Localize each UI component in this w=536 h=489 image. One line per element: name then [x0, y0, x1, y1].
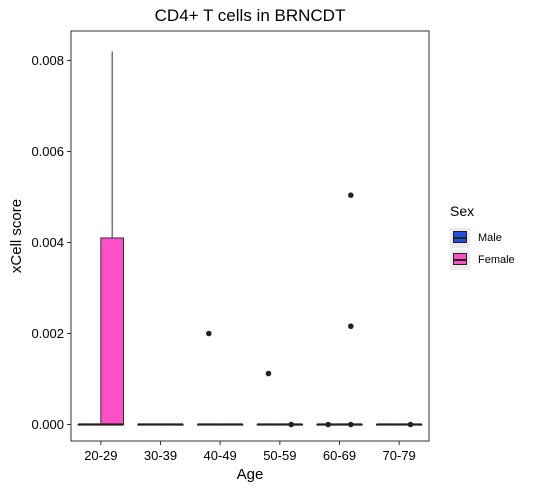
legend-title: Sex	[450, 203, 475, 219]
outlier-point	[325, 421, 331, 428]
legend: Sex Male Female	[450, 203, 515, 271]
plot-panel	[70, 30, 430, 442]
legend-key-female	[450, 250, 470, 270]
outlier-point	[288, 421, 294, 428]
x-tick-label: 20-29	[84, 448, 117, 463]
outlier-point	[407, 421, 414, 428]
outlier-point	[265, 370, 272, 377]
outlier-point	[348, 323, 354, 330]
legend-item-female: Female	[450, 249, 515, 271]
y-tick-label: 0.000	[31, 417, 64, 432]
x-tick-label: 40-49	[204, 448, 237, 463]
legend-key-male	[450, 228, 470, 248]
legend-label-male: Male	[478, 232, 502, 244]
chart-title: CD4+ T cells in BRNCDT	[154, 6, 346, 25]
x-axis-title: Age	[237, 466, 264, 483]
y-tick-label: 0.004	[31, 235, 64, 250]
outlier-point	[206, 330, 212, 337]
x-tick-label: 60-69	[323, 448, 356, 463]
x-tick-label: 50-59	[263, 448, 296, 463]
outlier-point	[348, 192, 354, 198]
legend-item-male: Male	[450, 227, 515, 249]
y-tick-label: 0.002	[31, 326, 64, 341]
outlier-point	[348, 421, 354, 428]
y-axis-title: xCell score	[8, 199, 25, 273]
x-tick-label: 30-39	[144, 448, 177, 463]
y-tick-label: 0.008	[31, 53, 64, 68]
box	[100, 237, 125, 425]
legend-label-female: Female	[478, 254, 515, 266]
y-tick-label: 0.006	[31, 144, 64, 159]
x-tick-label: 70-79	[383, 448, 416, 463]
